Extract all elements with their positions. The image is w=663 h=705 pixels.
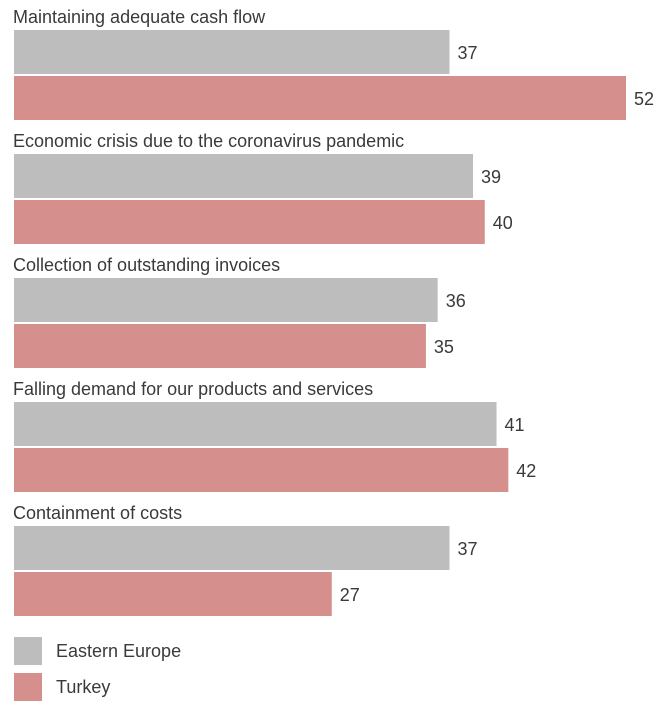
legend-swatch-turkey — [14, 673, 42, 701]
value-label-eastern-europe-falling-demand-for-our-products-and-services: 41 — [505, 415, 525, 435]
bar-eastern-europe-collection-of-outstanding-invoices — [14, 278, 438, 322]
value-label-turkey-containment-of-costs: 27 — [340, 585, 360, 605]
category-label-collection-of-outstanding-invoices: Collection of outstanding invoices — [13, 255, 280, 275]
value-label-turkey-maintaining-adequate-cash-flow: 52 — [634, 89, 654, 109]
bar-eastern-europe-economic-crisis-due-to-the-coronavirus-pandemic — [14, 154, 473, 198]
value-label-eastern-europe-containment-of-costs: 37 — [457, 539, 477, 559]
value-label-turkey-falling-demand-for-our-products-and-services: 42 — [516, 461, 536, 481]
bar-eastern-europe-maintaining-adequate-cash-flow — [14, 30, 450, 74]
value-label-eastern-europe-economic-crisis-due-to-the-coronavirus-pandemic: 39 — [481, 167, 501, 187]
legend-item-turkey: Turkey — [14, 669, 181, 705]
bar-eastern-europe-containment-of-costs — [14, 526, 450, 570]
bar-turkey-containment-of-costs — [14, 572, 332, 616]
value-label-eastern-europe-maintaining-adequate-cash-flow: 37 — [457, 43, 477, 63]
bar-turkey-maintaining-adequate-cash-flow — [14, 76, 626, 120]
bar-turkey-economic-crisis-due-to-the-coronavirus-pandemic — [14, 200, 485, 244]
value-label-turkey-economic-crisis-due-to-the-coronavirus-pandemic: 40 — [493, 213, 513, 233]
legend-item-eastern-europe: Eastern Europe — [14, 633, 181, 669]
category-label-falling-demand-for-our-products-and-services: Falling demand for our products and serv… — [13, 379, 373, 399]
value-label-eastern-europe-collection-of-outstanding-invoices: 36 — [446, 291, 466, 311]
legend-swatch-eastern-europe — [14, 637, 42, 665]
legend-label-eastern-europe: Eastern Europe — [56, 640, 182, 661]
value-label-turkey-collection-of-outstanding-invoices: 35 — [434, 337, 454, 357]
legend: Eastern Europe Turkey — [14, 633, 181, 705]
bar-eastern-europe-falling-demand-for-our-products-and-services — [14, 402, 497, 446]
category-label-containment-of-costs: Containment of costs — [13, 503, 182, 523]
legend-label-turkey: Turkey — [56, 676, 111, 697]
bar-turkey-collection-of-outstanding-invoices — [14, 324, 426, 368]
bar-turkey-falling-demand-for-our-products-and-services — [14, 448, 509, 492]
category-label-maintaining-adequate-cash-flow: Maintaining adequate cash flow — [13, 7, 266, 27]
category-label-economic-crisis-due-to-the-coronavirus-pandemic: Economic crisis due to the coronavirus p… — [13, 131, 404, 151]
bar-chart: Maintaining adequate cash flow 37 52 Econom… — [13, 7, 654, 616]
